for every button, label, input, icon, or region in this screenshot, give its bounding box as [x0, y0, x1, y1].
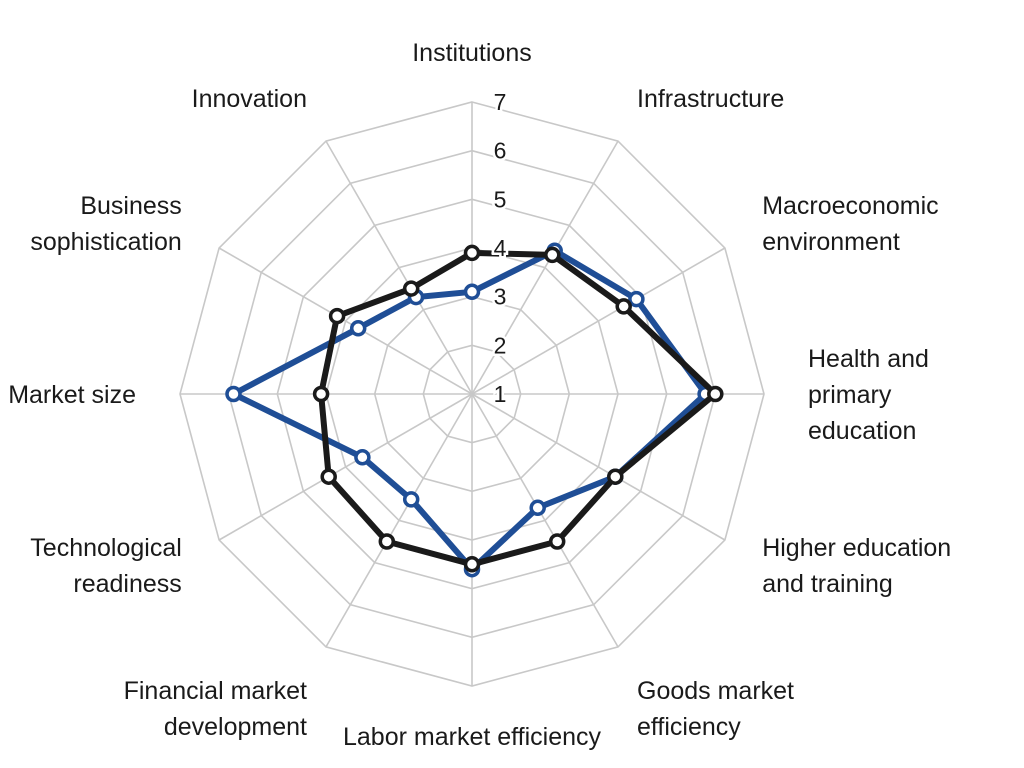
- series-black-point: [402, 280, 420, 297]
- axis-label: Labor market efficiency: [343, 723, 601, 751]
- grid-spoke: [471, 393, 726, 541]
- axis-label-line: sophistication: [30, 228, 181, 256]
- axis-labels: Institutions Infrastructure Macroeconomic e…: [8, 39, 951, 751]
- axis-label-line: Macroeconomic: [762, 192, 938, 220]
- series-black-point: [328, 307, 346, 325]
- axis-label-line: and training: [762, 570, 893, 598]
- series-blue-point: [628, 290, 645, 308]
- axis-label: Institutions: [412, 39, 532, 67]
- series-blue-point: [529, 499, 546, 517]
- axis-label-line: primary: [808, 381, 892, 409]
- axis-label: Technological readiness: [30, 534, 182, 598]
- axis-label: Infrastructure: [637, 85, 784, 113]
- tick-label: 3: [494, 284, 507, 310]
- axis-label-line: environment: [762, 228, 900, 256]
- series-blue-point: [349, 320, 367, 337]
- series-black-point: [312, 385, 330, 403]
- radial-tick-labels: 1 2 3 4 5 6 7: [491, 87, 509, 410]
- series-black-point: [463, 556, 481, 573]
- series-black-point: [707, 385, 724, 403]
- tick-label: 6: [494, 138, 507, 164]
- series-black-point: [607, 468, 624, 485]
- radar-grid: [179, 101, 765, 687]
- axis-label-line: Higher education: [762, 534, 951, 562]
- tick-label: 4: [494, 235, 507, 261]
- axis-label: Macroeconomic environment: [762, 192, 938, 256]
- axis-label: Business sophistication: [30, 192, 181, 256]
- series-black-point: [378, 533, 396, 550]
- series-black-point: [544, 246, 561, 264]
- tick-label: 2: [494, 332, 507, 358]
- axis-label: Higher education and training: [762, 534, 951, 598]
- axis-label-line: Goods market: [637, 677, 794, 705]
- axis-label-line: Financial market: [124, 677, 307, 705]
- axis-label: Financial market development: [124, 677, 307, 741]
- grid-spoke: [471, 247, 726, 395]
- axis-label: Innovation: [192, 85, 307, 113]
- tick-label: 1: [494, 381, 507, 407]
- axis-label-line: Business: [80, 192, 181, 220]
- axis-label-line: Innovation: [192, 85, 307, 113]
- axis-label-line: education: [808, 417, 916, 445]
- axis-label-line: development: [164, 713, 307, 741]
- series-black-point: [615, 298, 632, 315]
- axis-label-line: Health and: [808, 345, 929, 373]
- axis-label: Market size: [8, 381, 136, 409]
- series-blue-point: [463, 283, 481, 301]
- axis-label-line: Technological: [30, 534, 182, 562]
- series-black-line: [318, 249, 719, 568]
- axis-label-line: Labor market efficiency: [343, 723, 601, 751]
- series-black-point: [320, 468, 337, 485]
- axis-label: Health and primary education: [808, 345, 929, 445]
- series-blue-point: [402, 491, 420, 508]
- axis-label-line: Infrastructure: [637, 85, 784, 113]
- grid-spoke: [325, 140, 473, 395]
- series-black-point: [548, 533, 566, 550]
- grid-spoke: [218, 393, 473, 541]
- series-blue-point: [225, 385, 242, 403]
- grid-spoke: [471, 393, 619, 648]
- grid-spoke: [471, 140, 619, 395]
- grid-spoke: [325, 393, 473, 648]
- radar-series: [225, 242, 724, 578]
- grid-spoke: [218, 247, 473, 395]
- tick-label: 5: [494, 186, 507, 212]
- axis-label-line: Institutions: [412, 39, 532, 67]
- axis-label-line: efficiency: [637, 713, 741, 741]
- series-blue-point: [354, 449, 371, 466]
- series-black-point: [463, 244, 481, 262]
- axis-label: Goods market efficiency: [637, 677, 794, 741]
- axis-label-line: Market size: [8, 381, 136, 409]
- tick-label: 7: [494, 89, 507, 115]
- axis-label-line: readiness: [73, 570, 181, 598]
